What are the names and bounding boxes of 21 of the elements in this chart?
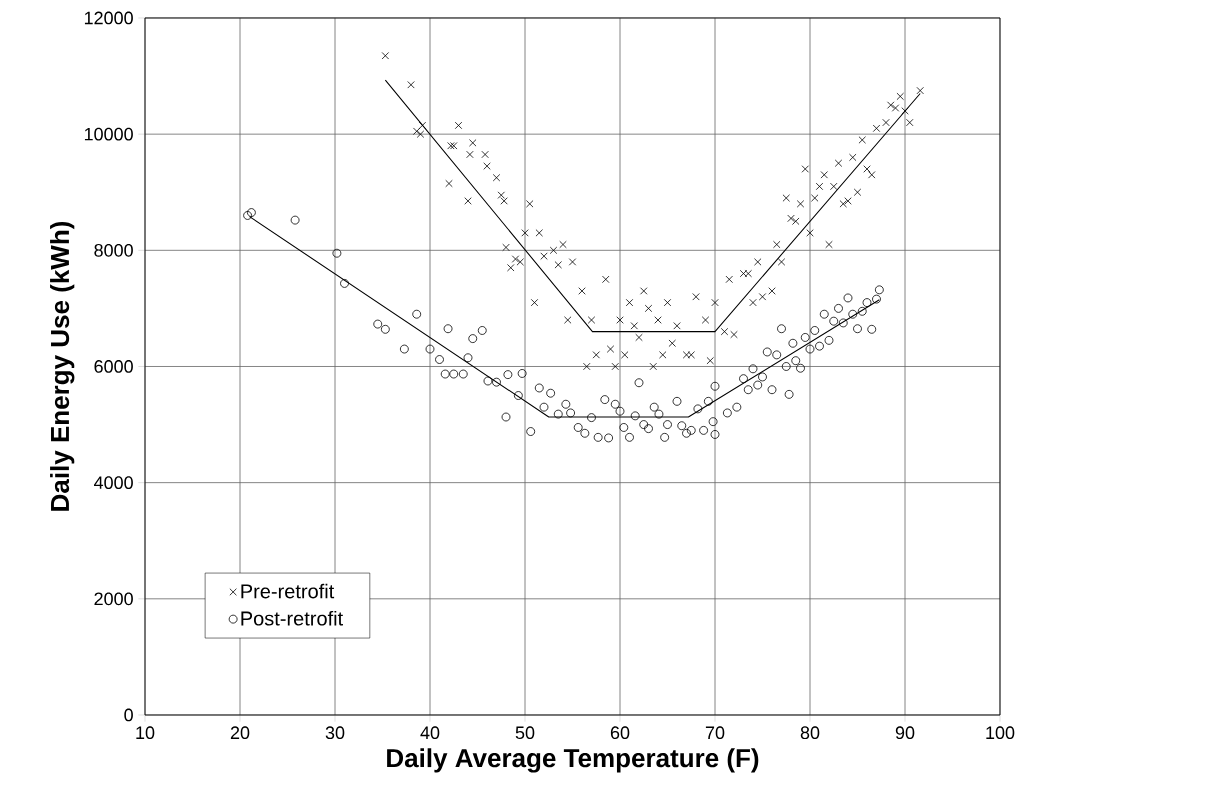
y-tick-label: 4000 [94, 476, 133, 490]
y-tick-label: 0 [124, 708, 133, 722]
x-tick-label: 20 [230, 726, 250, 740]
x-tick-label: 100 [986, 726, 1015, 740]
x-tick-label: 80 [800, 726, 820, 740]
legend-label: Post-retrofit [241, 610, 344, 626]
y-axis-title: Daily Energy Use (kWh) [50, 221, 75, 511]
x-tick-label: 40 [420, 726, 440, 740]
y-tick-label: 6000 [94, 360, 133, 373]
y-tick-label: 8000 [94, 243, 133, 257]
x-axis-title: Daily Average Temperature (F) [387, 748, 759, 773]
y-tick-label: 10000 [84, 127, 133, 141]
x-tick-label: 60 [610, 726, 630, 740]
x-tick-label: 70 [705, 726, 725, 740]
legend-label: Pre-retrofit [241, 583, 335, 599]
x-tick-label: 30 [325, 726, 345, 740]
x-tick-label: 10 [136, 726, 155, 740]
y-tick-label: 12000 [84, 11, 133, 25]
x-tick-label: 90 [895, 726, 915, 740]
y-tick-label: 2000 [94, 592, 133, 606]
x-tick-label: 50 [515, 726, 535, 740]
